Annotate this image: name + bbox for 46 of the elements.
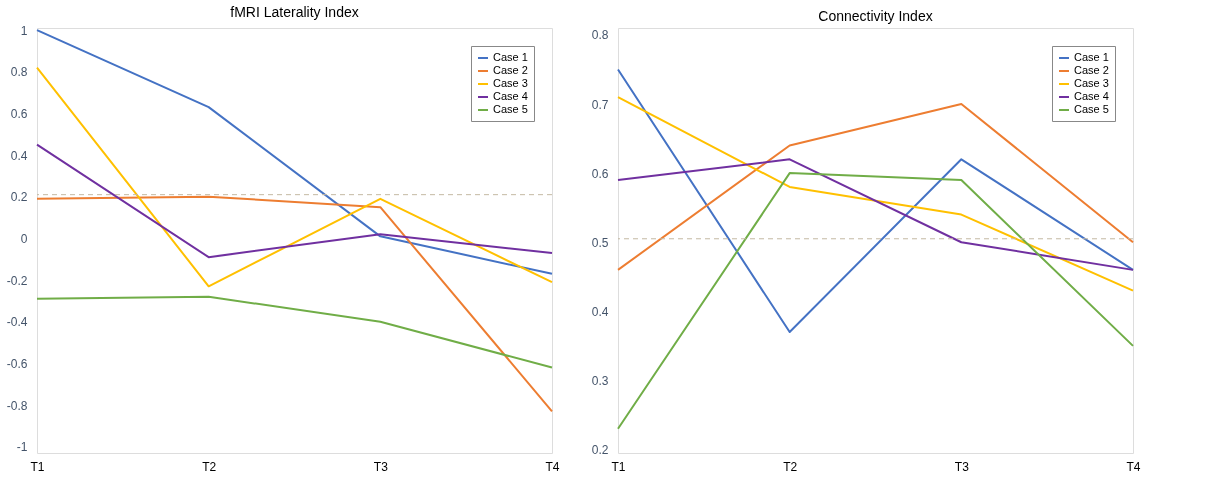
y-tick-label: 1 [20,23,28,38]
y-tick-label: -1 [16,440,28,455]
x-tick-label: T3 [954,459,970,474]
line-series [36,29,553,275]
line-series [617,172,1134,430]
legend-label: Case 5 [493,103,528,115]
line-series [617,158,1134,271]
y-tick-label: -0.2 [6,273,28,288]
chart-title: fMRI Laterality Index [230,4,359,21]
legend-label: Case 4 [1074,90,1109,102]
y-tick-label: 0.8 [591,28,609,43]
x-tick-label: T4 [545,459,560,474]
line-series [36,143,553,259]
y-tick-label: -0.4 [6,315,28,330]
y-tick-label: 0.7 [591,97,609,112]
y-tick-label: 0.6 [10,106,28,121]
x-tick-label: T1 [611,459,626,474]
x-tick-label: T3 [373,459,389,474]
y-tick-label: 0 [20,231,28,246]
y-tick-label: 0.2 [10,190,28,205]
legend-label: Case 3 [1074,77,1109,89]
line-series [36,295,553,369]
y-tick-label: 0.6 [591,166,609,181]
y-tick-label: 0.2 [591,443,609,458]
legend-label: Case 5 [1074,103,1109,115]
line-series [36,66,553,288]
legend-label: Case 3 [493,77,528,89]
x-tick-label: T4 [1126,459,1141,474]
legend-label: Case 1 [493,51,528,63]
chart-title: Connectivity Index [818,8,933,24]
y-tick-label: 0.5 [591,235,609,250]
line-series [617,68,1134,334]
legend-label: Case 4 [493,90,528,102]
y-tick-label: 0.8 [10,65,28,80]
x-tick-label: T1 [30,459,45,474]
x-tick-label: T2 [202,459,217,474]
legend-label: Case 2 [493,64,528,76]
y-tick-label: 0.3 [591,373,609,388]
legend-label: Case 2 [1074,64,1109,76]
y-tick-label: 0.4 [591,304,609,319]
legend-label: Case 1 [1074,51,1109,63]
x-tick-label: T2 [783,459,798,474]
y-tick-label: -0.6 [6,356,28,371]
y-tick-label: 0.4 [10,148,28,163]
line-series [36,195,553,413]
y-tick-label: -0.8 [6,398,28,413]
